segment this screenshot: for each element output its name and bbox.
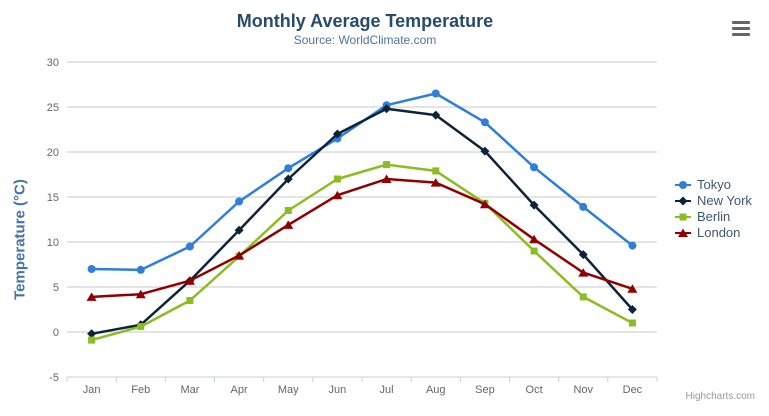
x-axis-label: May bbox=[278, 384, 299, 396]
legend-symbol-diamond bbox=[675, 196, 691, 205]
series-line-tokyo[interactable] bbox=[90, 92, 634, 272]
legend-symbol-circle bbox=[675, 180, 691, 189]
y-axis-label: 15 bbox=[47, 192, 59, 204]
x-axis-label: Jun bbox=[329, 384, 347, 396]
diamond-marker-icon bbox=[678, 196, 688, 205]
data-point-london-dec[interactable] bbox=[627, 284, 638, 293]
data-point-london-jul[interactable] bbox=[381, 174, 392, 184]
data-point-berlin-jun[interactable] bbox=[333, 175, 341, 183]
legend-item-tokyo[interactable]: Tokyo bbox=[675, 177, 752, 192]
hamburger-icon bbox=[732, 33, 750, 36]
data-point-new-york-jul[interactable] bbox=[382, 104, 392, 114]
hamburger-icon bbox=[732, 21, 750, 24]
legend: Tokyo New York Berlin London bbox=[675, 177, 752, 240]
data-point-new-york-jun[interactable] bbox=[332, 129, 342, 139]
y-axis-label: 25 bbox=[47, 102, 59, 114]
legend-symbol-square bbox=[675, 213, 691, 220]
data-point-london-nov[interactable] bbox=[578, 268, 589, 277]
data-point-tokyo-mar[interactable] bbox=[185, 242, 194, 251]
square-marker-icon bbox=[679, 213, 687, 220]
data-point-tokyo-apr[interactable] bbox=[235, 197, 244, 206]
data-point-berlin-jan[interactable] bbox=[88, 336, 96, 344]
data-point-london-mar[interactable] bbox=[184, 276, 195, 285]
data-point-new-york-apr[interactable] bbox=[234, 225, 244, 235]
y-axis-label: 20 bbox=[47, 147, 59, 159]
chart-subtitle: Source: WorldClimate.com bbox=[293, 33, 437, 47]
data-point-new-york-sep[interactable] bbox=[480, 146, 490, 156]
legend-label: London bbox=[697, 225, 741, 240]
data-point-london-apr[interactable] bbox=[234, 251, 245, 260]
data-point-new-york-jan[interactable] bbox=[87, 329, 97, 339]
data-point-berlin-oct[interactable] bbox=[530, 247, 538, 255]
y-axis-title: Temperature (°C) bbox=[11, 179, 29, 300]
series-line-new-york[interactable] bbox=[90, 107, 634, 336]
data-point-new-york-oct[interactable] bbox=[529, 200, 539, 210]
triangle-marker-icon bbox=[678, 228, 688, 237]
data-point-berlin-may[interactable] bbox=[284, 207, 292, 214]
y-axis-label: -5 bbox=[49, 372, 59, 384]
export-menu-button[interactable] bbox=[732, 21, 750, 36]
y-axis-label: 5 bbox=[53, 282, 59, 294]
legend-label: Tokyo bbox=[697, 177, 731, 192]
data-point-berlin-aug[interactable] bbox=[432, 167, 440, 175]
data-point-tokyo-jan[interactable] bbox=[87, 265, 96, 273]
data-point-london-may[interactable] bbox=[283, 220, 294, 229]
data-point-tokyo-feb[interactable] bbox=[136, 265, 145, 274]
legend-item-london[interactable]: London bbox=[675, 225, 752, 240]
chart-title: Monthly Average Temperature bbox=[236, 11, 494, 31]
x-axis-label: Feb bbox=[131, 384, 150, 396]
data-point-london-feb[interactable] bbox=[135, 289, 146, 299]
data-point-london-aug[interactable] bbox=[430, 178, 441, 187]
legend-label: Berlin bbox=[697, 209, 731, 224]
data-point-berlin-dec[interactable] bbox=[628, 319, 636, 327]
data-point-tokyo-oct[interactable] bbox=[530, 163, 539, 172]
data-point-london-sep[interactable] bbox=[479, 199, 490, 209]
y-axis-label: 30 bbox=[47, 57, 59, 69]
data-point-tokyo-may[interactable] bbox=[284, 164, 293, 173]
hamburger-icon bbox=[732, 27, 750, 30]
x-axis-label: Apr bbox=[231, 384, 248, 396]
data-point-london-jan[interactable] bbox=[86, 292, 97, 301]
data-point-berlin-feb[interactable] bbox=[137, 323, 145, 331]
y-axis-label: 10 bbox=[47, 237, 59, 249]
data-point-new-york-aug[interactable] bbox=[431, 110, 441, 120]
x-axis-label: Oct bbox=[526, 384, 543, 396]
data-point-london-oct[interactable] bbox=[529, 234, 540, 244]
series-line-berlin[interactable] bbox=[90, 163, 634, 342]
x-axis-label: Sep bbox=[475, 384, 495, 396]
x-axis-label: Aug bbox=[426, 384, 446, 396]
data-point-new-york-may[interactable] bbox=[283, 174, 293, 184]
x-axis-label: Nov bbox=[573, 384, 593, 396]
highcharts-credit[interactable]: Highcharts.com bbox=[685, 391, 755, 402]
data-point-tokyo-aug[interactable] bbox=[431, 89, 440, 98]
x-axis-label: Jul bbox=[380, 384, 394, 396]
legend-item-new-york[interactable]: New York bbox=[675, 193, 752, 208]
data-point-berlin-nov[interactable] bbox=[579, 293, 587, 301]
data-point-tokyo-sep[interactable] bbox=[480, 118, 489, 127]
data-point-tokyo-nov[interactable] bbox=[579, 202, 588, 211]
y-axis-label: 0 bbox=[53, 327, 59, 339]
series-line-london[interactable] bbox=[90, 177, 634, 299]
circle-marker-icon bbox=[679, 180, 687, 189]
data-point-london-jun[interactable] bbox=[332, 190, 343, 200]
data-point-new-york-dec[interactable] bbox=[627, 305, 637, 314]
legend-symbol-triangle bbox=[675, 228, 691, 237]
legend-label: New York bbox=[697, 193, 752, 208]
data-point-new-york-nov[interactable] bbox=[578, 250, 588, 260]
x-axis-label: Jan bbox=[83, 384, 101, 396]
data-point-berlin-jul[interactable] bbox=[383, 161, 391, 169]
legend-item-berlin[interactable]: Berlin bbox=[675, 209, 752, 224]
data-point-tokyo-dec[interactable] bbox=[628, 241, 637, 250]
x-axis-label: Mar bbox=[180, 384, 199, 396]
data-point-berlin-mar[interactable] bbox=[186, 297, 194, 304]
x-axis-label: Dec bbox=[623, 384, 643, 396]
